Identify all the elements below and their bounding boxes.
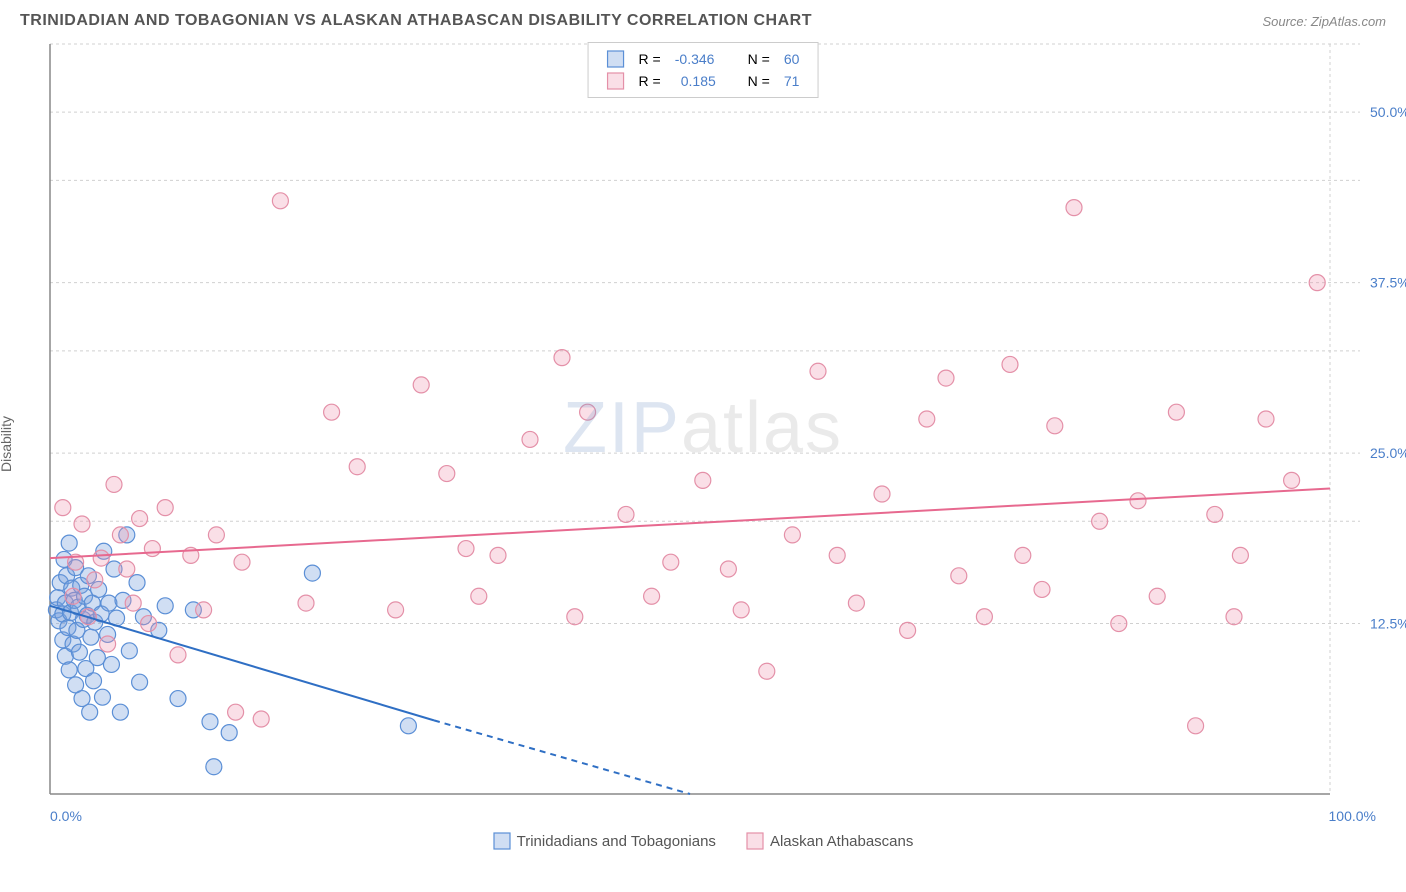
legend-row-pink: R = 0.185 N = 71 [601, 71, 806, 91]
svg-text:12.5%: 12.5% [1370, 616, 1406, 632]
scatter-chart: 12.5% 25.0% 37.5% 50.0% [0, 34, 1406, 854]
x-axis-max-label: 100.0% [1329, 808, 1376, 824]
source-label: Source: ZipAtlas.com [1262, 14, 1386, 29]
svg-text:50.0%: 50.0% [1370, 104, 1406, 120]
chart-container: Disability 12.5%25.0%37.5%50.0% ZIPatlas… [0, 34, 1406, 854]
chart-title: TRINIDADIAN AND TOBAGONIAN VS ALASKAN AT… [20, 12, 812, 30]
legend-row-blue: R = -0.346 N = 60 [601, 49, 806, 69]
pink-n-value: 71 [778, 71, 806, 91]
blue-n-value: 60 [778, 49, 806, 69]
stats-legend: R = -0.346 N = 60 R = 0.185 N = 71 [588, 42, 819, 98]
pink-r-value: 0.185 [669, 71, 722, 91]
x-axis-min-label: 0.0% [50, 808, 82, 824]
legend-item-pink: Alaskan Athabascans [746, 832, 913, 850]
svg-text:37.5%: 37.5% [1370, 275, 1406, 291]
legend-item-blue: Trinidadians and Tobagonians [493, 832, 716, 850]
y-axis-label: Disability [0, 416, 14, 472]
blue-r-value: -0.346 [669, 49, 722, 69]
svg-text:25.0%: 25.0% [1370, 445, 1406, 461]
series-legend: Trinidadians and Tobagonians Alaskan Ath… [0, 832, 1406, 850]
